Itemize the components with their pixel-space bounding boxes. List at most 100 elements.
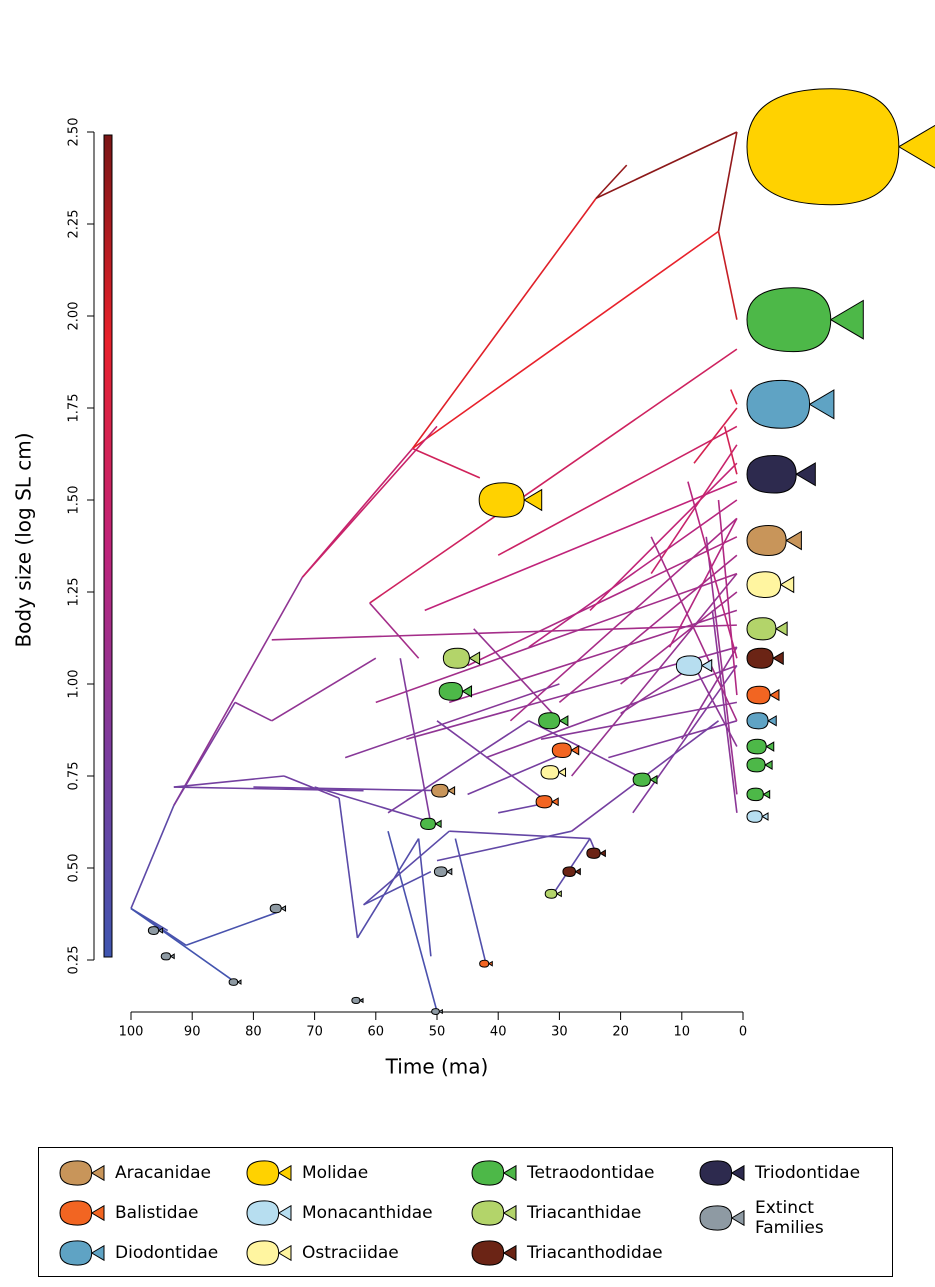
legend-label: Triacanthodidae [527,1243,637,1263]
legend-icon [57,1198,109,1228]
tip-icon [747,455,815,493]
tip-icon [432,784,455,797]
y-tick-label: 0.75 [67,762,82,791]
x-axis-label: Time (ma) [385,1055,489,1079]
legend-swatch [472,1241,516,1265]
branch [559,555,736,702]
x-tick-label: 0 [739,1025,747,1040]
y-axis-label: Body size (log SL cm) [12,432,36,647]
legend-item: Monacanthidae [244,1198,412,1228]
branch [174,702,235,805]
legend-icon [57,1238,109,1268]
tip-icon [432,1009,443,1015]
legend-label: Diodontidae [115,1243,218,1263]
y-tick-label: 0.50 [67,854,82,883]
branch [608,721,737,758]
tip-icon [676,656,711,675]
branch [731,390,737,405]
legend-item: Diodontidae [57,1238,218,1268]
legend-item: Ostraciidae [244,1238,399,1268]
tip-icon [434,867,451,877]
legend-swatch [247,1241,291,1265]
x-tick-label: 20 [612,1025,629,1040]
legend-item: Triacanthidae [469,1198,637,1228]
tip-icon [536,796,558,808]
tip-icon [747,618,787,640]
branch [235,702,272,720]
legend-label: Aracanidae [115,1163,211,1183]
branch [590,463,737,610]
branch [468,537,737,666]
x-tick-label: 60 [368,1025,385,1040]
tip-icon [747,648,783,668]
x-tick-label: 30 [551,1025,568,1040]
tip-icon [747,713,776,729]
legend-label: Tetraodontidae [527,1163,637,1183]
branch [376,574,737,703]
tip-icon [352,997,363,1003]
branch [131,908,235,982]
y-tick-label: 1.25 [67,578,82,607]
legend-swatch [60,1201,104,1225]
x-tick-label: 90 [184,1025,201,1040]
legend-swatch [247,1201,291,1225]
branch [370,349,737,603]
tip-icon [587,848,606,858]
tip-icon [747,686,779,704]
branch [186,912,278,945]
tip-icon [563,867,580,877]
tip-icon [552,743,578,758]
legend-icon [469,1198,521,1228]
tip-icon [747,811,768,823]
y-tick-label: 2.50 [67,118,82,147]
colorbar [104,135,112,957]
branch [413,231,719,448]
legend-swatch [60,1161,104,1185]
tip-icon [747,380,834,428]
tip-icon [747,288,863,352]
y-tick-label: 2.25 [67,210,82,239]
legend-label: Extinct Families [755,1198,865,1238]
legend-icon [244,1158,296,1188]
branch [302,426,437,577]
branch [553,839,590,894]
tip-icon [747,788,770,800]
legend-icon [469,1238,521,1268]
branch [596,132,737,198]
branch [131,805,174,908]
x-tick-label: 70 [306,1025,323,1040]
branch [388,721,529,813]
branch [357,839,418,938]
legend-icon [697,1158,749,1188]
branch [455,839,486,964]
tip-icon [479,483,542,517]
branch [370,603,419,658]
branch [719,231,737,319]
y-tick-label: 2.00 [67,302,82,331]
legend-swatch [700,1206,744,1230]
legend-icon [57,1158,109,1188]
branch [174,577,303,805]
legend-icon [697,1203,749,1233]
legend-label: Triacanthidae [527,1203,637,1223]
tip-icon [747,758,772,772]
tip-icon [443,648,479,668]
branch [413,448,480,477]
branch [596,165,627,198]
legend-item: Aracanidae [57,1158,211,1188]
x-tick-label: 80 [245,1025,262,1040]
tip-icon [747,89,935,205]
tip-icon [545,889,561,898]
legend-label: Monacanthidae [302,1203,412,1223]
legend-swatch [472,1201,516,1225]
x-tick-label: 10 [674,1025,691,1040]
legend-label: Molidae [302,1163,368,1183]
x-tick-label: 50 [429,1025,446,1040]
x-tick-label: 40 [490,1025,507,1040]
legend-label: Ostraciidae [302,1243,399,1263]
tip-icon [480,960,493,967]
tip-icon [747,739,774,754]
chart: Body size (log SL cm) Time (ma) 0.250.50… [0,0,935,1140]
figure: Body size (log SL cm) Time (ma) 0.250.50… [0,0,935,1287]
